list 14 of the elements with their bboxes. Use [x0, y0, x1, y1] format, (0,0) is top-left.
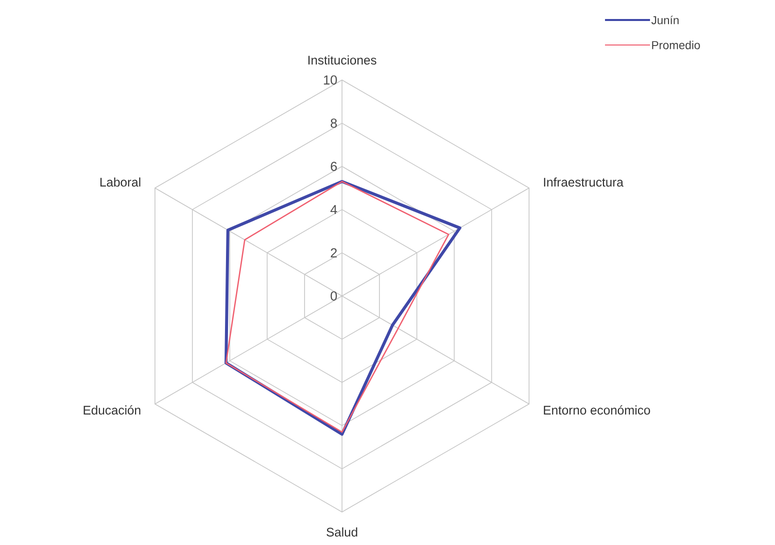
- spoke-label: Infraestructura: [544, 177, 624, 187]
- y-tick-label: 10: [324, 75, 337, 85]
- legend-label: Junín: [651, 16, 679, 24]
- y-tick-label: 2: [330, 248, 337, 258]
- legend-label: Promedio: [652, 40, 700, 50]
- y-tick-label: 4: [330, 205, 338, 214]
- spoke-label: Laboral: [100, 177, 140, 187]
- spoke-label: Instituciones: [308, 55, 376, 65]
- y-tick-label: 0: [330, 291, 337, 301]
- spoke-label: Entorno económico: [544, 405, 650, 415]
- y-tick-label: 8: [330, 118, 337, 128]
- spoke-label: Educación: [84, 405, 140, 415]
- spoke-label: Salud: [326, 527, 358, 537]
- y-tick-label: 6: [330, 162, 337, 171]
